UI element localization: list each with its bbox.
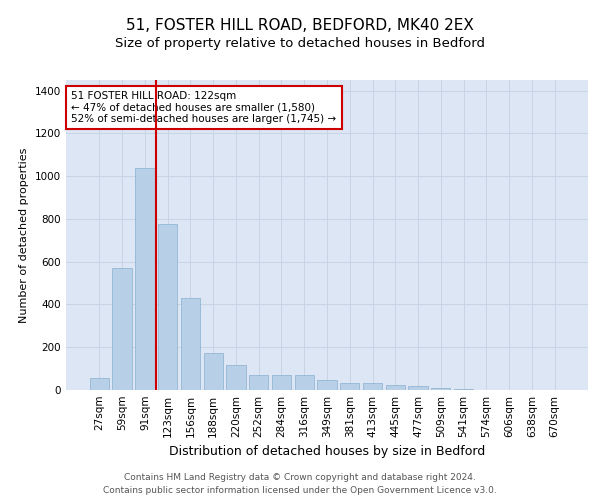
- Text: Size of property relative to detached houses in Bedford: Size of property relative to detached ho…: [115, 38, 485, 51]
- Y-axis label: Number of detached properties: Number of detached properties: [19, 148, 29, 322]
- Bar: [135, 168, 155, 390]
- Bar: [340, 382, 359, 390]
- Text: Contains HM Land Registry data © Crown copyright and database right 2024.
Contai: Contains HM Land Registry data © Crown c…: [103, 474, 497, 495]
- Bar: [454, 388, 473, 390]
- Bar: [317, 380, 337, 390]
- Bar: [226, 366, 245, 390]
- Bar: [181, 298, 200, 390]
- Bar: [158, 224, 178, 390]
- Bar: [431, 388, 451, 390]
- Bar: [249, 375, 268, 390]
- Bar: [90, 378, 109, 390]
- Bar: [295, 375, 314, 390]
- Text: 51, FOSTER HILL ROAD, BEDFORD, MK40 2EX: 51, FOSTER HILL ROAD, BEDFORD, MK40 2EX: [126, 18, 474, 32]
- Bar: [203, 352, 223, 390]
- X-axis label: Distribution of detached houses by size in Bedford: Distribution of detached houses by size …: [169, 446, 485, 458]
- Bar: [386, 384, 405, 390]
- Bar: [409, 386, 428, 390]
- Bar: [112, 268, 132, 390]
- Bar: [272, 375, 291, 390]
- Bar: [363, 382, 382, 390]
- Text: 51 FOSTER HILL ROAD: 122sqm
← 47% of detached houses are smaller (1,580)
52% of : 51 FOSTER HILL ROAD: 122sqm ← 47% of det…: [71, 91, 337, 124]
